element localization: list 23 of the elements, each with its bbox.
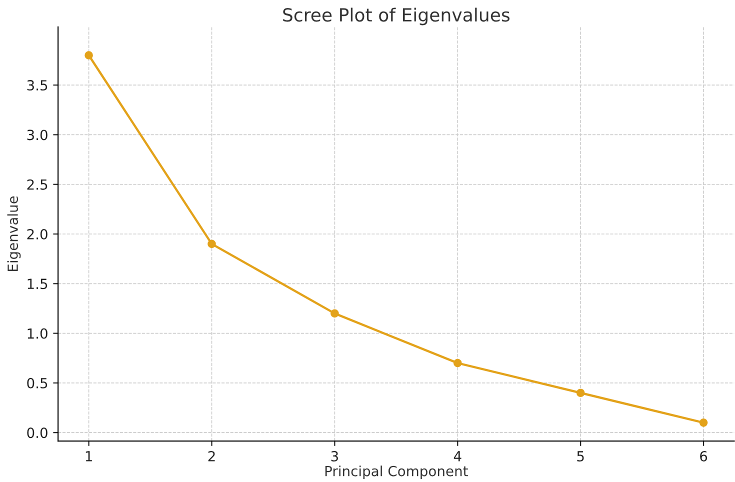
chart-title: Scree Plot of Eigenvalues: [283, 8, 510, 26]
x-tick-label: 1: [86, 451, 92, 462]
x-tick-label: 6: [700, 450, 708, 462]
x-axis-title: Principal Component: [325, 466, 468, 480]
x-tick-label: 4: [454, 451, 462, 462]
point: [576, 388, 585, 398]
y-tick-label: 3.5: [27, 80, 48, 91]
x-tick-label: 3: [331, 450, 338, 462]
y-tick-label: 1.0: [28, 328, 48, 339]
y-tick-label: 2.0: [27, 228, 48, 240]
y-axis-title: Eigenvalue: [7, 196, 21, 272]
point: [330, 309, 339, 318]
y-tick-label: 0.0: [27, 428, 48, 438]
y-tick-label: 0.5: [27, 378, 48, 388]
x-tick-label: 5: [577, 451, 584, 462]
point: [208, 240, 216, 248]
y-tick-label: 2.5: [27, 179, 48, 190]
x-tick-label: 2: [208, 450, 215, 462]
point: [699, 418, 708, 427]
y-tick-label: 3.0: [27, 130, 48, 140]
point: [453, 358, 462, 368]
point: [84, 51, 93, 60]
y-tick-label: 1.5: [28, 278, 48, 290]
